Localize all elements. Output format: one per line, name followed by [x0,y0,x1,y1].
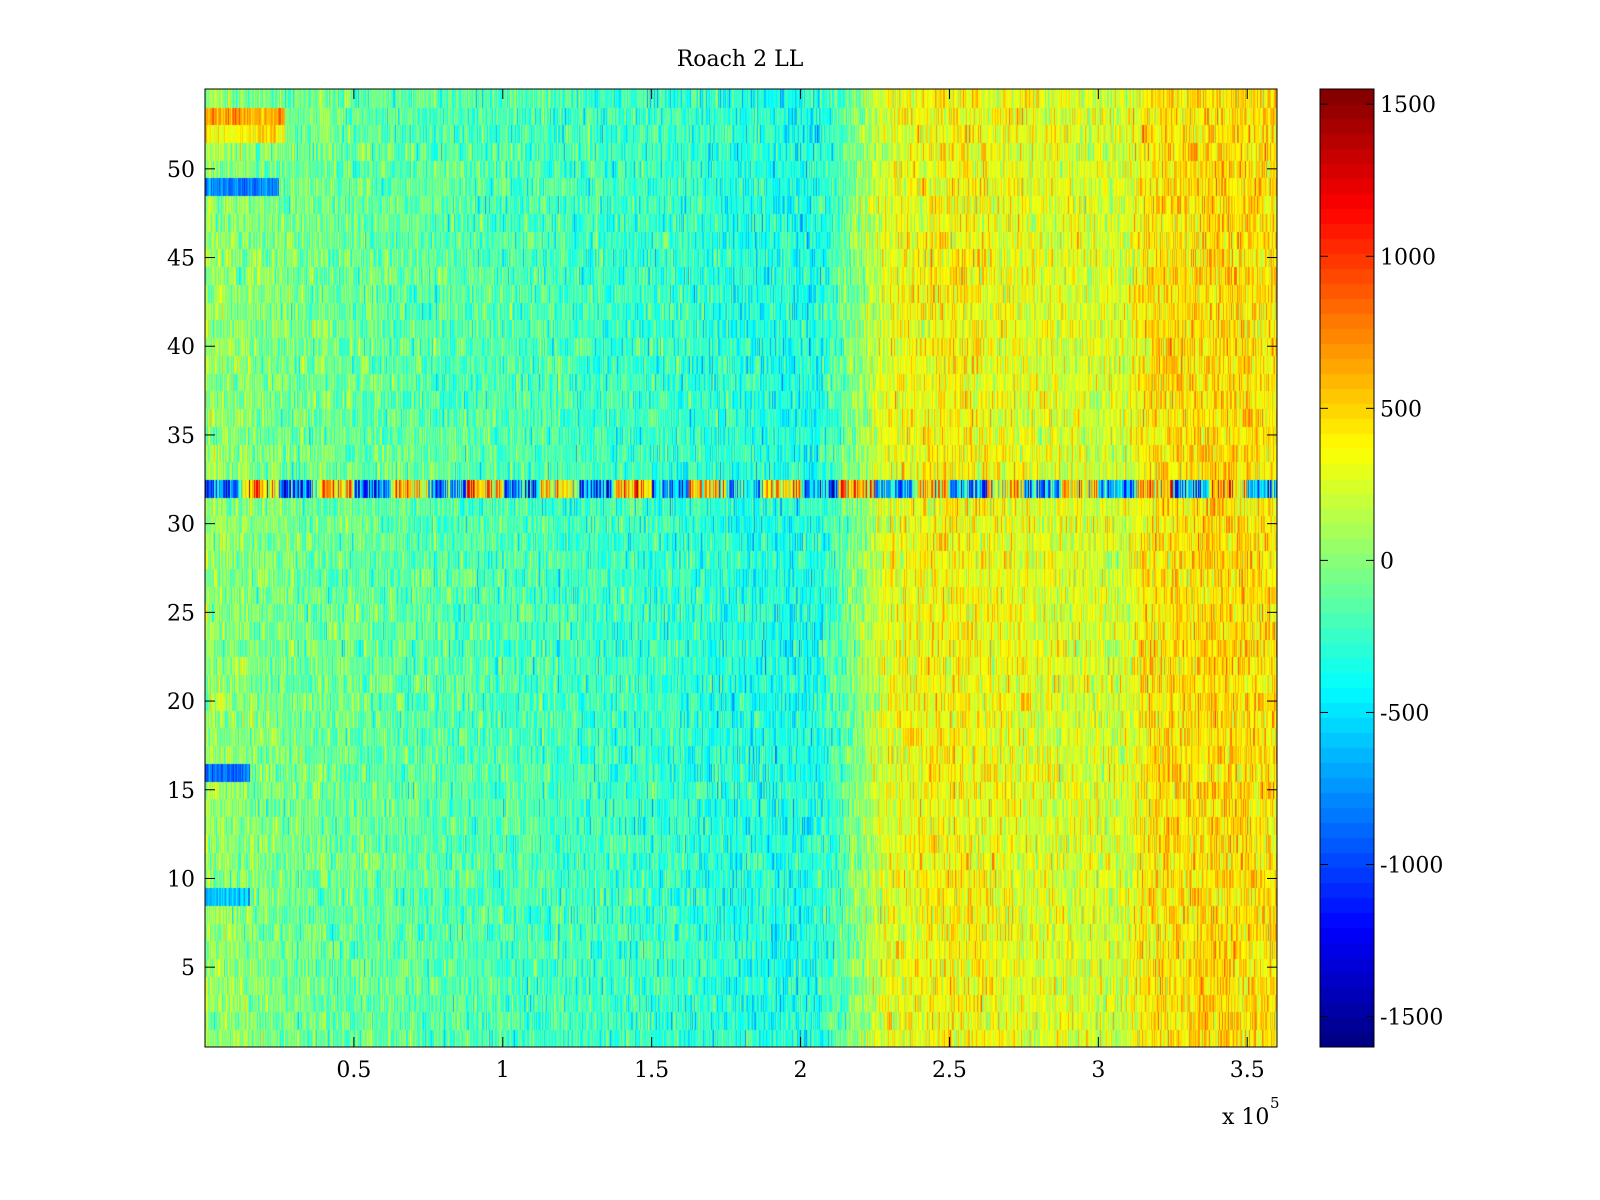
x-multiplier-label: x 10 [1222,1105,1269,1130]
colorbar-tick-label: 1500 [1380,93,1436,118]
colorbar [1320,89,1374,1047]
colorbar-tick-label: -1500 [1380,1006,1443,1031]
colorbar-axis: 1500 1000 500 0 -500 -1000 -1500 [1320,93,1443,1031]
y-tick-label: 45 [167,247,195,272]
y-tick-label: 5 [181,956,195,981]
colorbar-frame [1319,88,1375,1048]
x-tick-label: 0.5 [336,1058,371,1083]
x-tick-label: 2.5 [932,1058,967,1083]
x-multiplier-exponent: 5 [1270,1094,1280,1112]
colorbar-tick-label: 1000 [1380,245,1436,270]
y-tick-label: 50 [167,158,195,183]
y-tick-label: 40 [167,335,195,360]
x-tick-label: 3.5 [1230,1058,1265,1083]
y-tick-label: 30 [167,513,195,538]
x-tick-label: 2 [794,1058,808,1083]
y-tick-label: 10 [167,867,195,892]
plot-frame [204,88,1278,1048]
x-tick-label: 1.5 [634,1058,669,1083]
y-tick-label: 15 [167,779,195,804]
x-axis: 0.5 1 1.5 2 2.5 3 3.5 [336,89,1265,1083]
colorbar-tick-label: 500 [1380,397,1422,422]
heatmap-plot-area [205,89,1277,1047]
x-multiplier-base: x 10 [1222,1105,1269,1130]
y-tick-label: 35 [167,424,195,449]
y-tick-label: 20 [167,690,195,715]
y-tick-label: 25 [167,601,195,626]
colorbar-tick-label: -1000 [1380,854,1443,879]
x-tick-label: 3 [1091,1058,1105,1083]
chart-title: Roach 2 LL [677,47,804,72]
x-tick-label: 1 [496,1058,510,1083]
y-axis: 5 10 15 20 25 30 35 40 45 50 [167,158,1277,981]
colorbar-tick-label: 0 [1380,549,1394,574]
colorbar-tick-label: -500 [1380,701,1429,726]
